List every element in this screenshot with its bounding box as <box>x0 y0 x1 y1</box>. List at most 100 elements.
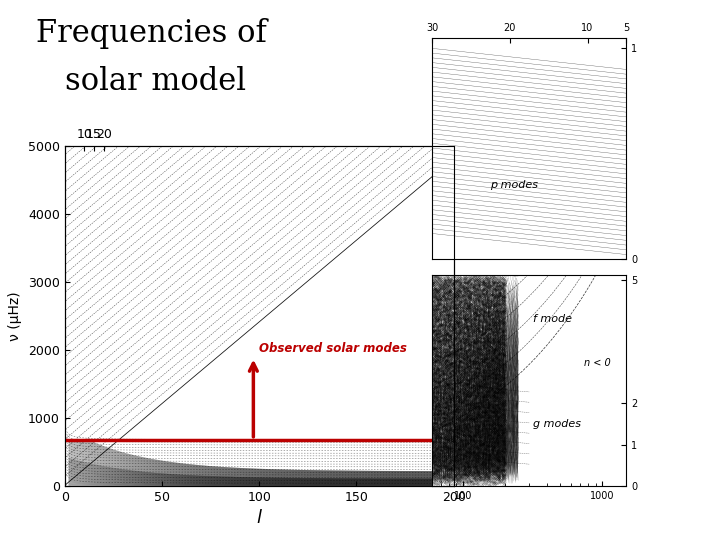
Point <box>438 314 449 323</box>
Point <box>433 341 445 350</box>
Point <box>462 457 474 465</box>
Point <box>490 325 501 333</box>
Point <box>434 465 446 474</box>
Point <box>472 406 484 414</box>
Point <box>476 372 487 380</box>
Point <box>436 430 447 438</box>
Point <box>454 287 466 296</box>
Point <box>487 293 498 302</box>
Point <box>429 345 441 353</box>
Point <box>472 390 484 399</box>
Point <box>472 480 483 489</box>
Point <box>463 445 474 454</box>
Point <box>456 275 467 284</box>
Point <box>475 441 487 449</box>
Point <box>489 328 500 337</box>
Point <box>431 369 442 377</box>
Point <box>487 295 498 304</box>
Point <box>450 346 462 354</box>
Point <box>441 336 453 345</box>
Point <box>478 442 490 451</box>
Point <box>498 456 510 464</box>
Point <box>460 447 472 456</box>
Point <box>428 290 439 299</box>
Point <box>470 402 482 411</box>
Point <box>446 275 458 284</box>
Point <box>436 330 448 339</box>
Point <box>499 434 510 442</box>
Point <box>439 374 451 383</box>
Point <box>447 325 459 333</box>
Point <box>477 312 488 320</box>
Point <box>474 292 486 300</box>
Point <box>469 278 480 286</box>
Point <box>492 366 503 375</box>
Point <box>492 393 503 402</box>
Point <box>472 301 484 309</box>
Point <box>494 425 505 434</box>
Point <box>428 293 440 302</box>
Point <box>431 450 443 458</box>
Point <box>494 410 505 419</box>
Point <box>454 410 465 419</box>
Point <box>484 390 495 399</box>
Point <box>438 295 449 303</box>
Point <box>439 279 451 288</box>
Point <box>429 347 441 356</box>
Point <box>478 474 490 482</box>
Point <box>478 390 490 399</box>
Point <box>480 475 492 483</box>
Point <box>438 461 449 470</box>
Point <box>471 443 482 451</box>
Point <box>443 477 454 486</box>
Point <box>487 450 499 459</box>
Point <box>464 362 476 370</box>
Point <box>459 420 470 429</box>
Point <box>435 419 446 428</box>
Point <box>427 313 438 322</box>
Point <box>441 410 452 418</box>
Point <box>496 408 508 417</box>
Point <box>471 314 482 323</box>
Point <box>494 301 505 310</box>
Point <box>432 410 444 418</box>
Point <box>429 467 441 476</box>
Point <box>450 437 462 446</box>
Point <box>436 370 448 379</box>
Point <box>453 421 464 429</box>
Point <box>483 464 495 473</box>
Point <box>431 341 443 350</box>
Point <box>436 312 448 320</box>
Point <box>484 465 495 474</box>
Point <box>456 476 468 485</box>
Point <box>482 346 494 355</box>
Point <box>486 413 498 421</box>
Point <box>431 409 443 417</box>
Point <box>495 390 506 399</box>
Point <box>426 410 438 419</box>
Point <box>468 403 480 411</box>
Point <box>454 325 466 333</box>
Point <box>498 347 510 355</box>
Point <box>492 414 503 423</box>
Point <box>491 388 503 396</box>
Point <box>441 276 452 285</box>
Point <box>490 284 502 293</box>
Point <box>454 349 466 357</box>
Point <box>486 326 498 334</box>
Point <box>482 320 493 328</box>
Point <box>437 434 449 442</box>
Point <box>445 410 456 419</box>
Point <box>444 423 456 432</box>
Point <box>470 436 482 445</box>
Point <box>441 420 452 429</box>
Point <box>430 306 441 315</box>
Point <box>436 366 447 374</box>
Point <box>431 432 443 441</box>
Point <box>451 304 463 313</box>
Point <box>433 448 444 457</box>
Point <box>433 414 445 422</box>
Point <box>453 316 464 325</box>
Point <box>474 428 485 436</box>
Point <box>442 300 454 309</box>
